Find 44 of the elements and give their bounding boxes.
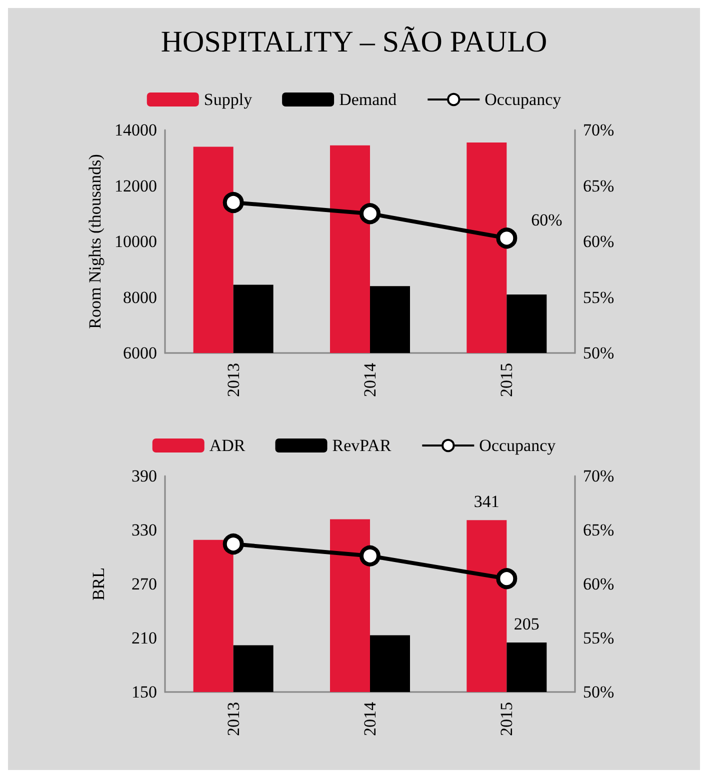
y2-tick-label: 70% <box>583 120 614 140</box>
point <box>360 203 380 224</box>
x-tick-label: 2014 <box>360 362 380 397</box>
y2-tick-label: 50% <box>583 344 614 362</box>
legend-label: RevPAR <box>332 436 392 455</box>
point <box>222 192 244 213</box>
point <box>222 534 244 555</box>
y-tick-label: 150 <box>132 682 157 702</box>
y2-tick-label: 65% <box>583 520 614 540</box>
x-tick-label: 2013 <box>224 363 243 397</box>
y2-tick-label: 50% <box>583 682 614 702</box>
y2-tick-label: 65% <box>583 176 614 196</box>
point <box>496 228 518 249</box>
legend-label: Supply <box>204 90 253 109</box>
x-tick-label: 2014 <box>360 702 380 736</box>
y2-tick-label: 70% <box>583 466 614 486</box>
y-tick-label: 14000 <box>114 120 157 140</box>
y-tick-label: 270 <box>132 574 157 594</box>
y-tick-label: 390 <box>132 466 157 486</box>
data-label: 341 <box>474 492 500 512</box>
y-tick-label: 330 <box>132 520 157 540</box>
y-tick-label: 6000 <box>123 344 157 362</box>
y-axis-title: BRL <box>89 567 108 601</box>
legend-label: Occupancy <box>484 90 562 109</box>
legend-label: ADR <box>209 436 246 455</box>
data-label: 205 <box>514 614 540 634</box>
y-tick-label: 12000 <box>114 176 157 196</box>
legend-label: Occupancy <box>479 436 556 455</box>
x-tick-label: 2013 <box>224 702 243 736</box>
chart-title: HOSPITALITY – SÃO PAULO <box>160 26 548 58</box>
y-tick-label: 210 <box>132 628 157 648</box>
data-label: 60% <box>531 210 562 230</box>
point <box>360 545 380 566</box>
point <box>496 568 518 590</box>
y-tick-label: 10000 <box>114 232 157 251</box>
y2-tick-label: 55% <box>583 628 614 648</box>
y-axis-title: Room Nights (thousands) <box>86 154 105 329</box>
y2-tick-label: 60% <box>583 232 614 251</box>
y-tick-label: 8000 <box>123 288 157 307</box>
y2-tick-label: 60% <box>583 574 614 594</box>
x-tick-label: 2015 <box>497 702 516 736</box>
y2-tick-label: 55% <box>583 288 614 307</box>
x-tick-label: 2015 <box>497 363 516 397</box>
legend-label: Demand <box>339 90 398 109</box>
